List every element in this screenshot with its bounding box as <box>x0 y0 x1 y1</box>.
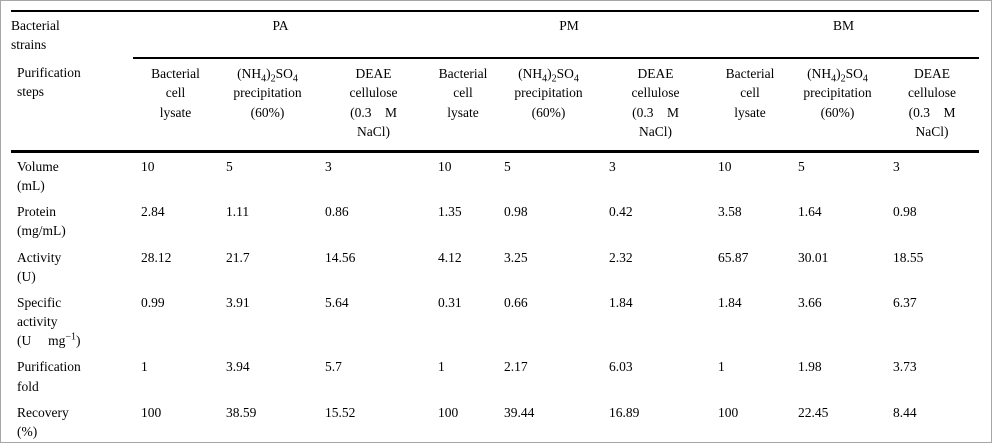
value-cell: 5 <box>226 158 233 174</box>
strains-label: Bacterial strains <box>11 18 60 53</box>
table-row-purification-fold: Purification fold 1 3.94 5.7 1 2.17 6.03… <box>11 353 979 398</box>
value-cell: 0.98 <box>504 204 528 220</box>
value-cell: 3.25 <box>504 249 528 265</box>
col-header-bm-lysate: Bacterial cell lysate <box>710 58 791 153</box>
value-cell: 15.52 <box>317 398 431 442</box>
value-cell: 30.01 <box>798 249 829 265</box>
row-label: Recovery (%) <box>11 398 133 442</box>
value-cell: 10 <box>438 158 452 174</box>
value-cell: 65.87 <box>718 249 749 265</box>
value-cell: 16.89 <box>601 398 711 442</box>
table-row-protein: Protein (mg/mL) 2.84 1.11 0.86 1.35 0.98… <box>11 198 979 243</box>
value-cell: 3 <box>893 158 900 174</box>
value-cell: 3.94 <box>226 359 250 375</box>
value-cell: 2.32 <box>609 249 633 265</box>
col-header-pa-lysate: Bacterial cell lysate <box>133 58 218 153</box>
value-cell: 6.03 <box>609 359 633 375</box>
value-cell: 1 <box>718 359 725 375</box>
value-cell: 6.37 <box>893 294 917 310</box>
strain-group-pm: PM <box>430 11 711 60</box>
col-header-pm-deae: DEAE cellulose (0.3 M NaCl) <box>601 58 711 153</box>
value-cell: 3.66 <box>798 294 822 310</box>
value-cell: 10 <box>718 158 732 174</box>
table-row-volume: Volume (mL) 10 5 3 10 5 3 10 5 3 <box>11 151 979 198</box>
table-row-specific-activity: Specific activity (U mg−1) 0.99 3.91 5.6… <box>11 289 979 353</box>
value-cell: 8.44 <box>885 398 980 442</box>
col-header-pm-ammonium-sulfate: (NH4)2SO4 precipitation (60%) <box>496 58 602 153</box>
value-cell: 100 <box>710 398 791 442</box>
col-header-pa-ammonium-sulfate: (NH4)2SO4 precipitation (60%) <box>218 58 317 153</box>
col-header-pa-deae: DEAE cellulose (0.3 M NaCl) <box>317 58 431 153</box>
row-label: Volume (mL) <box>17 158 59 194</box>
value-cell: 2.84 <box>141 204 165 220</box>
value-cell: 1 <box>141 359 148 375</box>
row-label: Purification fold <box>17 359 81 394</box>
value-cell: 3 <box>609 158 616 174</box>
value-cell: 3.91 <box>226 294 250 310</box>
value-cell: 3.58 <box>718 204 742 220</box>
row-label: Activity (U) <box>17 249 62 284</box>
col-header-pm-lysate: Bacterial cell lysate <box>430 58 497 153</box>
value-cell: 39.44 <box>496 398 602 442</box>
value-cell: 100 <box>133 398 218 442</box>
value-cell: 2.17 <box>504 359 528 375</box>
value-cell: 1.84 <box>609 294 633 310</box>
value-cell: 0.66 <box>504 294 528 310</box>
value-cell: 0.98 <box>893 204 917 220</box>
value-cell: 1.64 <box>798 204 822 220</box>
value-cell: 38.59 <box>218 398 317 442</box>
value-cell: 14.56 <box>325 249 356 265</box>
value-cell: 5.7 <box>325 359 342 375</box>
row-label: Specific activity (U mg−1) <box>17 294 81 349</box>
value-cell: 1 <box>438 359 445 375</box>
value-cell: 0.31 <box>438 294 462 310</box>
strains-header-row: Bacterial strains PA PM BM <box>11 11 980 60</box>
table-row-activity: Activity (U) 28.12 21.7 14.56 4.12 3.25 … <box>11 244 979 289</box>
purification-table: Bacterial strains PA PM BM Purification … <box>11 10 980 442</box>
col-header-bm-deae: DEAE cellulose (0.3 M NaCl) <box>885 58 980 153</box>
row-label: Protein (mg/mL) <box>17 204 66 239</box>
value-cell: 10 <box>141 158 155 174</box>
value-cell: 22.45 <box>790 398 886 442</box>
value-cell: 28.12 <box>141 249 172 265</box>
value-cell: 1.98 <box>798 359 822 375</box>
value-cell: 1.11 <box>226 204 250 220</box>
value-cell: 0.99 <box>141 294 165 310</box>
value-cell: 0.42 <box>609 204 633 220</box>
value-cell: 5.64 <box>325 294 349 310</box>
value-cell: 1.84 <box>718 294 742 310</box>
value-cell: 4.12 <box>438 249 462 265</box>
value-cell: 5 <box>504 158 511 174</box>
col-header-bm-ammonium-sulfate: (NH4)2SO4 precipitation (60%) <box>790 58 886 153</box>
value-cell: 21.7 <box>226 249 250 265</box>
value-cell: 0.86 <box>325 204 349 220</box>
steps-label: Purification steps <box>11 58 133 153</box>
value-cell: 18.55 <box>893 249 924 265</box>
value-cell: 3.73 <box>893 359 917 375</box>
value-cell: 100 <box>430 398 497 442</box>
table-row-recovery: Recovery (%) 100 38.59 15.52 100 39.44 1… <box>11 398 980 442</box>
value-cell: 3 <box>325 158 332 174</box>
value-cell: 1.35 <box>438 204 462 220</box>
strain-group-pa: PA <box>133 11 431 60</box>
strain-group-bm: BM <box>710 11 980 60</box>
steps-header-row: Purification steps Bacterial cell lysate… <box>11 58 980 153</box>
value-cell: 5 <box>798 158 805 174</box>
